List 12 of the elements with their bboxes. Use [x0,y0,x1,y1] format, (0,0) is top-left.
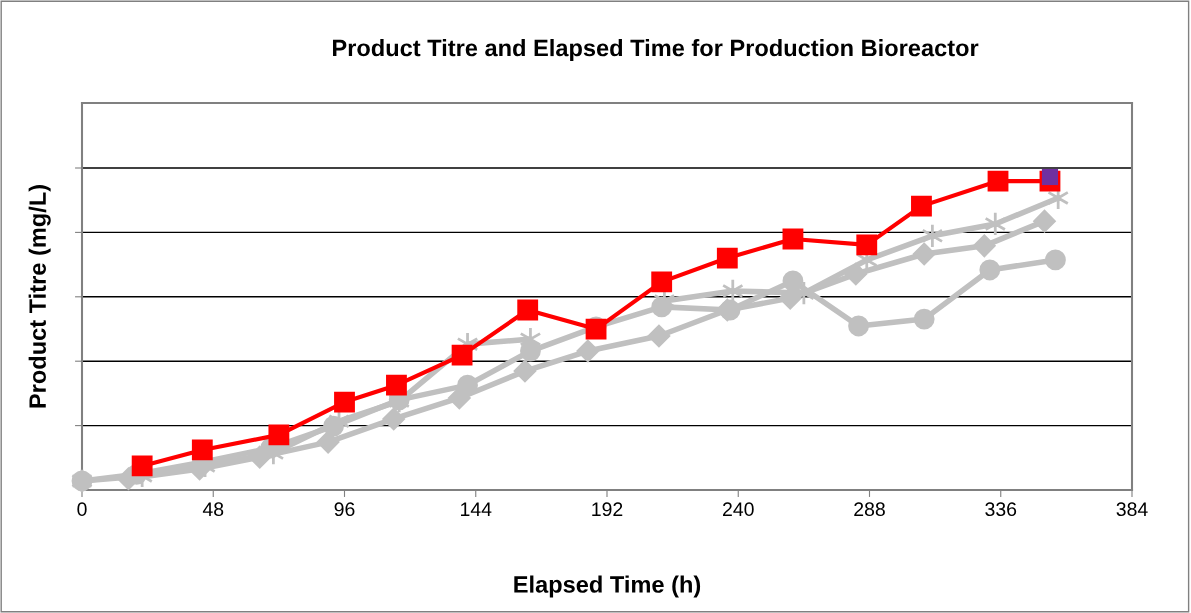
chart-title: Product Titre and Elapsed Time for Production Bioreactor [333,39,979,62]
x-tick-label: 144 [461,502,492,516]
x-tick-label: 240 [723,502,754,517]
x-tick-label: 336 [985,502,1017,517]
x-tick-label: 192 [592,502,623,517]
x-axis-title: Elapsed Time (h) [514,575,701,598]
x-tick-label: 384 [1116,502,1148,517]
x-tick-label: 288 [854,502,885,517]
x-tick-label: 48 [202,502,224,517]
y-axis-title: Product Titre (mg/L) [28,185,51,408]
x-tick-label: 96 [334,502,355,517]
x-tick-label: 0 [77,502,87,517]
